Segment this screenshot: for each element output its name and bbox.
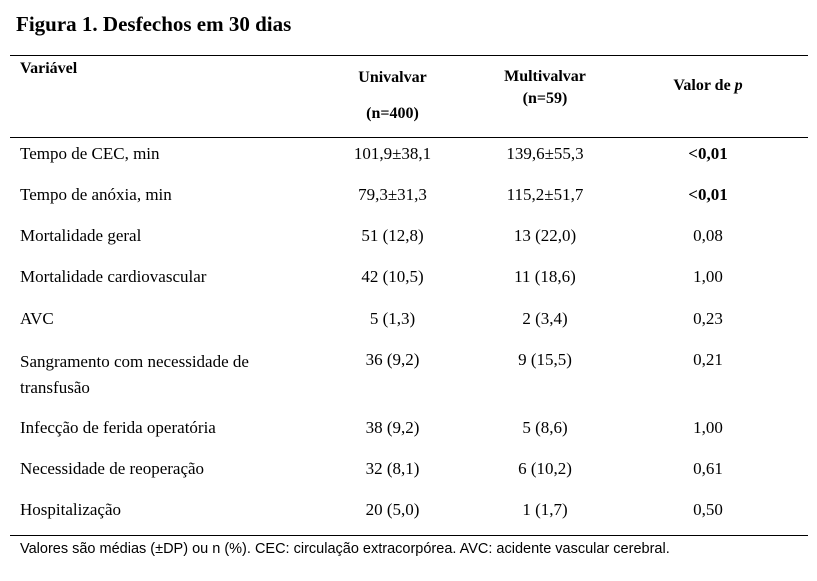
row-p-value: 0,50 [693, 500, 723, 519]
row-variable: AVC [20, 309, 54, 328]
row-multivalvar: 6 (10,2) [518, 459, 572, 478]
row-univalvar: 36 (9,2) [365, 350, 420, 369]
header-p-label: Valor de [673, 77, 731, 94]
row-variable: Necessidade de reoperação [20, 459, 205, 478]
row-multivalvar: 1 (1,7) [522, 500, 568, 519]
header-multivalvar-n: (n=59) [522, 90, 568, 107]
row-multivalvar: 11 (18,6) [514, 267, 576, 286]
row-variable: Mortalidade cardiovascular [20, 267, 207, 286]
figure-title: Figura 1. Desfechos em 30 dias [16, 12, 292, 36]
table-top-rule [10, 55, 808, 56]
row-multivalvar: 139,6±55,3 [506, 144, 584, 163]
row-multivalvar: 115,2±51,7 [506, 185, 584, 204]
row-variable: Tempo de anóxia, min [20, 185, 172, 204]
row-p-value: 0,21 [693, 350, 723, 369]
header-multivalvar: Multivalvar (n=59) [470, 66, 620, 110]
row-variable: Sangramento com necessidade de transfusã… [20, 352, 249, 397]
header-p-value: Valor de p [638, 77, 778, 95]
row-variable: Mortalidade geral [20, 226, 142, 245]
row-p-value: 1,00 [693, 418, 723, 437]
row-multivalvar: 2 (3,4) [522, 309, 568, 328]
row-multivalvar: 13 (22,0) [513, 226, 577, 245]
table-footnote: Valores são médias (±DP) ou n (%). CEC: … [20, 541, 670, 557]
row-p-value: <0,01 [688, 185, 728, 204]
row-univalvar: 51 (12,8) [361, 226, 424, 245]
row-univalvar: 79,3±31,3 [358, 185, 427, 204]
row-multivalvar: 9 (15,5) [518, 350, 572, 369]
row-p-value: 0,08 [693, 226, 723, 245]
row-univalvar: 42 (10,5) [361, 267, 424, 286]
row-p-value: 0,61 [693, 459, 723, 478]
row-variable: Tempo de CEC, min [20, 144, 160, 163]
row-univalvar: 32 (8,1) [365, 459, 420, 478]
row-univalvar: 38 (9,2) [365, 418, 420, 437]
header-univalvar: Univalvar (n=400) [305, 60, 480, 132]
header-univalvar-n: (n=400) [366, 105, 419, 122]
header-p-symbol: p [734, 77, 743, 94]
row-univalvar: 101,9±38,1 [353, 144, 432, 163]
table-header-rule [10, 137, 808, 138]
row-variable: Infecção de ferida operatória [20, 418, 216, 437]
table-bottom-rule [10, 535, 808, 536]
row-p-value: <0,01 [688, 144, 728, 163]
header-multivalvar-label: Multivalvar [504, 68, 586, 85]
row-p-value: 0,23 [693, 309, 723, 328]
header-univalvar-label: Univalvar [358, 69, 427, 86]
header-variable: Variável [20, 60, 78, 77]
row-multivalvar: 5 (8,6) [522, 418, 568, 437]
row-p-value: 1,00 [693, 267, 723, 286]
row-univalvar: 20 (5,0) [365, 500, 420, 519]
row-variable: Hospitalização [20, 500, 122, 519]
row-univalvar: 5 (1,3) [369, 309, 416, 328]
